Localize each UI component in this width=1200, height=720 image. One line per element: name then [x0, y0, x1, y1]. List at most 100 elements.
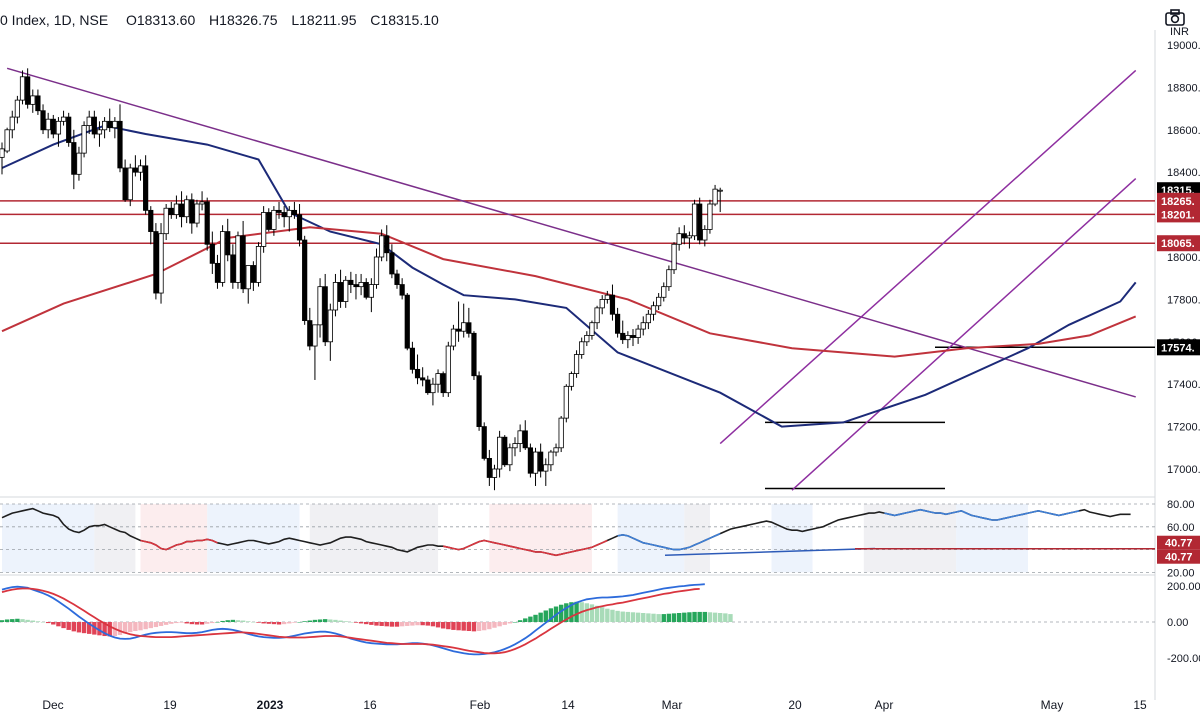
macd-line [1, 587, 700, 655]
macd-histogram-bar [205, 622, 210, 624]
macd-histogram-bar [138, 622, 143, 631]
camera-icon[interactable] [1164, 8, 1186, 28]
candle-body [620, 332, 626, 341]
macd-histogram-bar [492, 622, 497, 628]
candle-body [45, 118, 51, 131]
candle-body [96, 129, 103, 135]
candle-body [450, 328, 457, 347]
macd-histogram-bar [199, 622, 205, 625]
oscillator-line-segment [617, 532, 721, 551]
macd-histogram-bar [456, 622, 461, 631]
x-tick-label: May [1041, 698, 1064, 712]
candle-body [261, 212, 267, 247]
macd-histogram-bar [76, 622, 82, 633]
candle-body [584, 335, 590, 343]
candle-body [635, 328, 641, 338]
candle-body [476, 375, 482, 428]
candle-body [573, 354, 580, 374]
macd-histogram-bar [261, 622, 266, 624]
candle-body [532, 451, 539, 474]
candle-body [558, 417, 564, 449]
candle-body [630, 335, 636, 338]
symbol-title[interactable]: 0 Index, 1D, NSE [0, 12, 109, 28]
close-label: C [370, 12, 381, 28]
macd-histogram-bar [271, 622, 277, 625]
x-tick-label: Mar [662, 698, 683, 712]
candle-body [302, 239, 308, 321]
macd-histogram-bar [666, 613, 672, 622]
macd-histogram-bar [420, 622, 425, 626]
candle-body [148, 209, 154, 232]
macd-histogram-bar [312, 619, 318, 622]
candle-body [425, 379, 431, 394]
candle-body [707, 203, 713, 230]
macd-histogram-bar [20, 619, 25, 622]
macd-histogram-bar [405, 622, 410, 626]
candle-body [0, 148, 5, 158]
macd-histogram-bar [410, 622, 415, 626]
y-tick-label: 18800.00 [1167, 82, 1200, 94]
y-tick-label: 80.00 [1167, 499, 1195, 511]
macd-histogram-bar [153, 622, 159, 628]
candle-body [91, 116, 97, 135]
y-tick-label: 20.00 [1167, 567, 1195, 579]
candle-body [189, 199, 195, 224]
macd-histogram-bar [584, 603, 590, 622]
candle-body [102, 120, 108, 131]
candle-body [286, 209, 292, 218]
macd-histogram-bar [179, 622, 184, 623]
candle-body [358, 282, 364, 288]
candle-body [717, 189, 723, 192]
macd-histogram-bar [543, 610, 548, 622]
macd-histogram-bar [656, 614, 661, 622]
macd-histogram-bar [502, 622, 507, 625]
macd-histogram-bar [246, 621, 251, 622]
open-label: O [125, 12, 137, 28]
trendline [719, 69, 1137, 445]
candle-body [512, 443, 518, 449]
y-tick-label: 17400.00 [1167, 379, 1200, 391]
candle-body [517, 430, 523, 444]
macd-histogram-bar [40, 622, 46, 623]
candle-body [579, 341, 585, 355]
candle-body [430, 383, 436, 394]
candle-body [50, 118, 56, 135]
macd-histogram-bar [630, 612, 636, 622]
candle-body [55, 120, 62, 135]
macd-histogram-bar [292, 622, 297, 623]
candle-body [379, 235, 385, 258]
candle-body [214, 262, 221, 283]
macd-histogram-bar [189, 622, 195, 625]
macd-histogram-bar [707, 612, 713, 622]
macd-histogram-bar [461, 622, 466, 631]
oscillator-band [140, 504, 208, 573]
macd-histogram-bar [256, 622, 261, 623]
macd-histogram-bar [553, 606, 559, 622]
macd-histogram-bar [641, 613, 646, 622]
macd-histogram-bar [589, 604, 595, 622]
candle-body [471, 332, 477, 377]
macd-histogram-bar [651, 613, 656, 622]
macd-histogram-bar [718, 613, 723, 622]
macd-histogram-bar [600, 607, 605, 622]
candle-body [337, 282, 344, 302]
candle-body [440, 373, 446, 394]
candle-body [568, 373, 575, 387]
oscillator-band [684, 504, 710, 573]
candle-body [178, 203, 185, 218]
macd-histogram-bar [558, 604, 564, 622]
macd-histogram-bar [194, 622, 200, 625]
candle-body [158, 233, 164, 294]
macd-histogram-bar [348, 622, 354, 623]
oscillator-band [617, 504, 685, 573]
macd-histogram-bar [358, 622, 364, 624]
macd-histogram-bar [128, 622, 133, 633]
macd-histogram-bar [210, 622, 215, 624]
oscillator-trendline [664, 547, 876, 557]
candle-body [266, 212, 272, 230]
candle-body [9, 116, 15, 131]
y-tick-label: 0.00 [1167, 617, 1188, 629]
high-value: 18326.75 [219, 12, 278, 28]
candle-body [240, 235, 246, 290]
